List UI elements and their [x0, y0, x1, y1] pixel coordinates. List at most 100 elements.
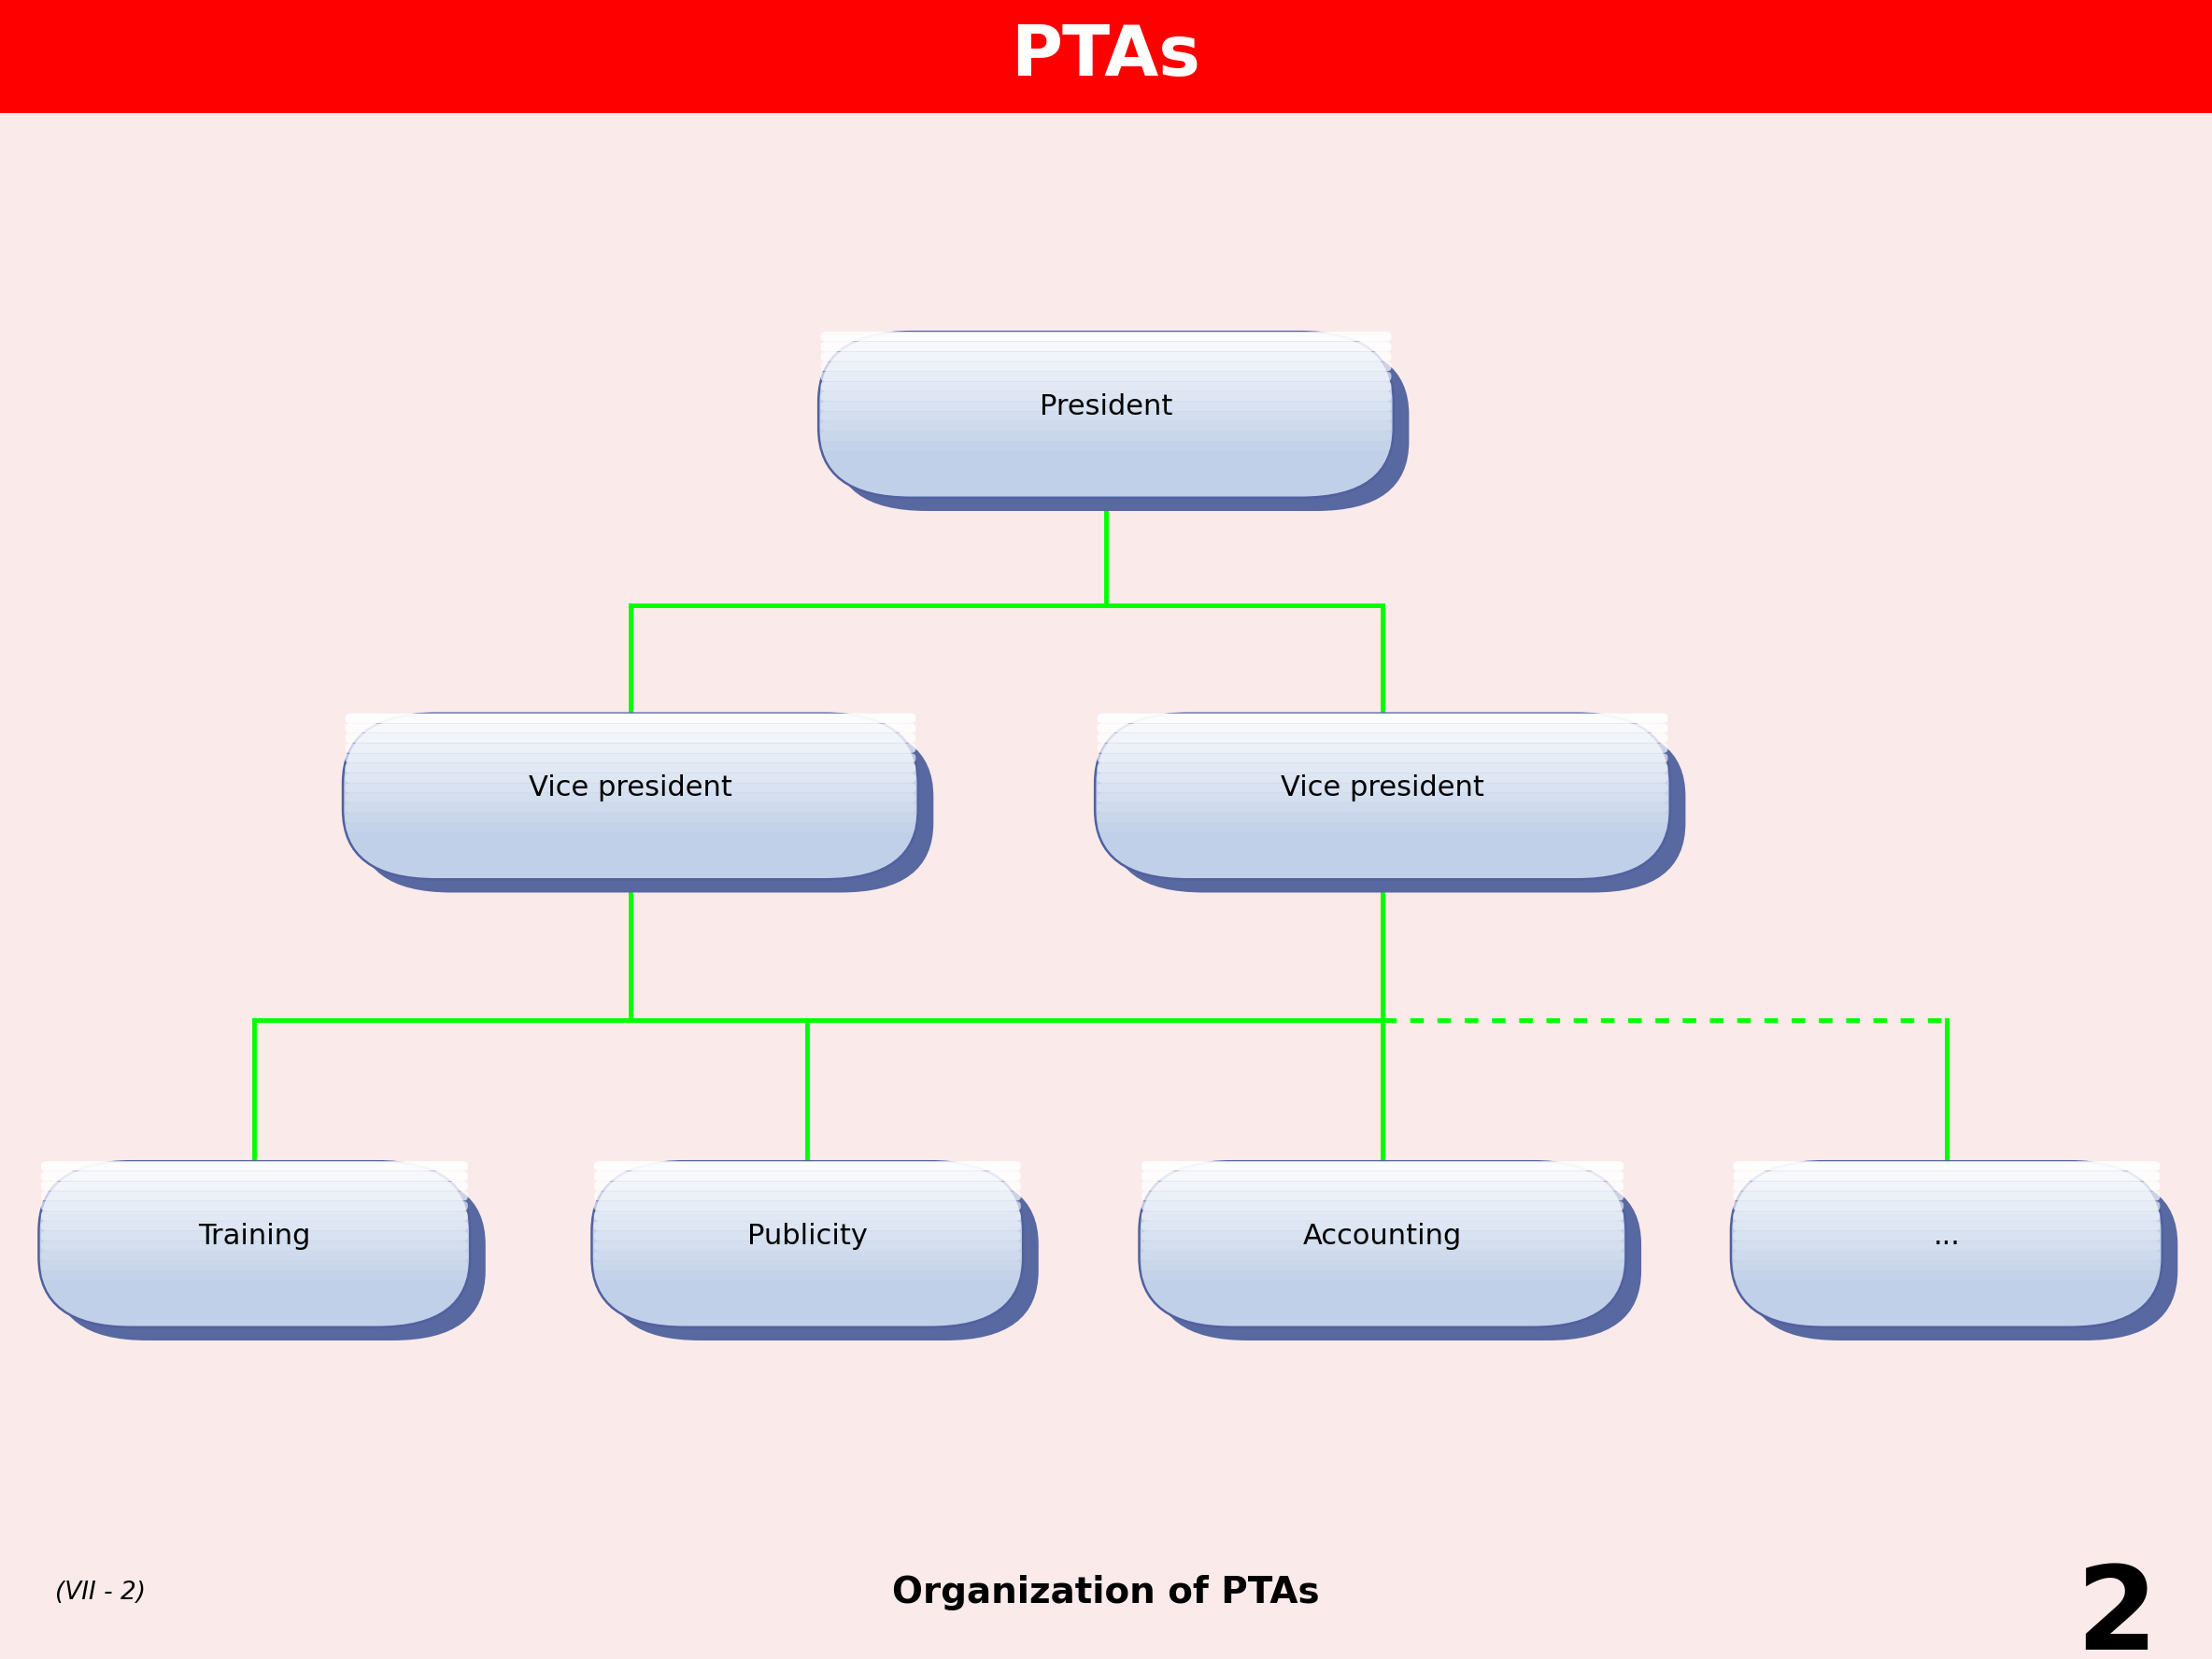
FancyBboxPatch shape: [1141, 1211, 1624, 1221]
FancyBboxPatch shape: [1141, 1181, 1624, 1191]
FancyBboxPatch shape: [1097, 803, 1668, 813]
FancyBboxPatch shape: [345, 793, 916, 803]
FancyBboxPatch shape: [1734, 1161, 2159, 1171]
FancyBboxPatch shape: [593, 1271, 1020, 1281]
FancyBboxPatch shape: [821, 362, 1391, 372]
FancyBboxPatch shape: [1141, 1201, 1624, 1211]
FancyBboxPatch shape: [42, 1171, 469, 1181]
FancyBboxPatch shape: [1141, 1171, 1624, 1181]
FancyBboxPatch shape: [821, 382, 1391, 392]
FancyBboxPatch shape: [593, 1161, 1020, 1171]
FancyBboxPatch shape: [1139, 1161, 1626, 1327]
FancyBboxPatch shape: [593, 1171, 1020, 1181]
FancyBboxPatch shape: [593, 1241, 1020, 1251]
FancyBboxPatch shape: [42, 1271, 469, 1281]
Text: Vice president: Vice president: [529, 775, 732, 801]
FancyBboxPatch shape: [1097, 733, 1668, 743]
FancyBboxPatch shape: [55, 1175, 487, 1340]
FancyBboxPatch shape: [1734, 1191, 2159, 1201]
FancyBboxPatch shape: [593, 1211, 1020, 1221]
FancyBboxPatch shape: [345, 723, 916, 733]
FancyBboxPatch shape: [1097, 763, 1668, 773]
FancyBboxPatch shape: [42, 1181, 469, 1191]
FancyBboxPatch shape: [821, 431, 1391, 441]
FancyBboxPatch shape: [821, 392, 1391, 401]
FancyBboxPatch shape: [42, 1201, 469, 1211]
FancyBboxPatch shape: [1097, 753, 1668, 763]
FancyBboxPatch shape: [593, 1191, 1020, 1201]
FancyBboxPatch shape: [42, 1211, 469, 1221]
FancyBboxPatch shape: [1097, 793, 1668, 803]
FancyBboxPatch shape: [42, 1231, 469, 1241]
FancyBboxPatch shape: [1141, 1161, 1624, 1171]
Text: Vice president: Vice president: [1281, 775, 1484, 801]
FancyBboxPatch shape: [1097, 723, 1668, 733]
FancyBboxPatch shape: [593, 1181, 1020, 1191]
Text: ...: ...: [1933, 1223, 1960, 1249]
FancyBboxPatch shape: [1141, 1191, 1624, 1201]
FancyBboxPatch shape: [821, 342, 1391, 352]
Text: 2: 2: [2075, 1561, 2157, 1659]
FancyBboxPatch shape: [821, 332, 1391, 342]
Text: Publicity: Publicity: [748, 1223, 867, 1249]
FancyBboxPatch shape: [606, 1175, 1040, 1340]
FancyBboxPatch shape: [343, 713, 918, 879]
FancyBboxPatch shape: [345, 823, 916, 833]
FancyBboxPatch shape: [40, 1161, 471, 1327]
FancyBboxPatch shape: [345, 733, 916, 743]
Bar: [0, 0, 2212, 113]
FancyBboxPatch shape: [42, 1241, 469, 1251]
FancyBboxPatch shape: [593, 1221, 1020, 1231]
FancyBboxPatch shape: [42, 1221, 469, 1231]
FancyBboxPatch shape: [42, 1161, 469, 1171]
FancyBboxPatch shape: [1097, 823, 1668, 833]
Text: Accounting: Accounting: [1303, 1223, 1462, 1249]
Text: (VII - 2): (VII - 2): [55, 1581, 146, 1604]
FancyBboxPatch shape: [1734, 1261, 2159, 1271]
FancyBboxPatch shape: [42, 1191, 469, 1201]
FancyBboxPatch shape: [345, 773, 916, 783]
FancyBboxPatch shape: [345, 743, 916, 753]
FancyBboxPatch shape: [821, 352, 1391, 362]
FancyBboxPatch shape: [1141, 1261, 1624, 1271]
Text: President: President: [1040, 393, 1172, 420]
FancyBboxPatch shape: [1097, 783, 1668, 793]
FancyBboxPatch shape: [818, 332, 1394, 498]
FancyBboxPatch shape: [1734, 1181, 2159, 1191]
FancyBboxPatch shape: [345, 803, 916, 813]
FancyBboxPatch shape: [1097, 773, 1668, 783]
FancyBboxPatch shape: [834, 345, 1409, 511]
FancyBboxPatch shape: [42, 1261, 469, 1271]
FancyBboxPatch shape: [593, 1201, 1020, 1211]
FancyBboxPatch shape: [42, 1251, 469, 1261]
FancyBboxPatch shape: [593, 1251, 1020, 1261]
FancyBboxPatch shape: [345, 713, 916, 723]
FancyBboxPatch shape: [593, 1231, 1020, 1241]
FancyBboxPatch shape: [1734, 1171, 2159, 1181]
FancyBboxPatch shape: [1110, 727, 1686, 893]
FancyBboxPatch shape: [1747, 1175, 2177, 1340]
FancyBboxPatch shape: [1734, 1271, 2159, 1281]
FancyBboxPatch shape: [593, 1161, 1022, 1327]
FancyBboxPatch shape: [1141, 1271, 1624, 1281]
FancyBboxPatch shape: [1734, 1211, 2159, 1221]
FancyBboxPatch shape: [345, 813, 916, 823]
FancyBboxPatch shape: [821, 441, 1391, 451]
FancyBboxPatch shape: [1141, 1251, 1624, 1261]
FancyBboxPatch shape: [821, 372, 1391, 382]
FancyBboxPatch shape: [345, 783, 916, 793]
FancyBboxPatch shape: [1141, 1221, 1624, 1231]
FancyBboxPatch shape: [1095, 713, 1670, 879]
FancyBboxPatch shape: [1732, 1161, 2163, 1327]
FancyBboxPatch shape: [593, 1261, 1020, 1271]
FancyBboxPatch shape: [1734, 1231, 2159, 1241]
FancyBboxPatch shape: [1141, 1231, 1624, 1241]
FancyBboxPatch shape: [1734, 1201, 2159, 1211]
FancyBboxPatch shape: [1734, 1221, 2159, 1231]
FancyBboxPatch shape: [821, 401, 1391, 411]
Text: Training: Training: [199, 1223, 310, 1249]
Text: PTAs: PTAs: [1011, 22, 1201, 91]
FancyBboxPatch shape: [1097, 813, 1668, 823]
FancyBboxPatch shape: [358, 727, 933, 893]
FancyBboxPatch shape: [345, 753, 916, 763]
